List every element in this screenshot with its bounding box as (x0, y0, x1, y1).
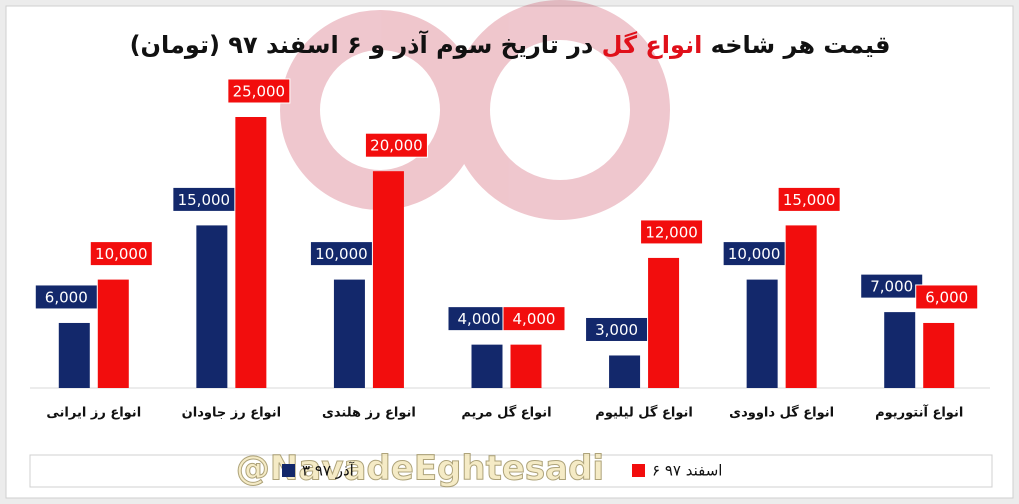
value-label-box (640, 219, 704, 245)
legend-swatch (282, 464, 295, 477)
title-part: در تاریخ سوم آذر و ۶ اسفند ۹۷ (تومان) (130, 30, 602, 59)
legend-label: ۳ آذر ۹۷ (302, 462, 355, 480)
bar (235, 117, 267, 388)
bar (196, 225, 228, 388)
bar (510, 344, 542, 388)
bar (609, 355, 641, 388)
value-label-box (447, 306, 511, 332)
bar (923, 322, 955, 388)
bar (884, 312, 916, 388)
value-label-box (585, 316, 649, 342)
bar (372, 171, 404, 388)
x-tick-label: انواع گل لیلیوم (595, 405, 693, 421)
bar (471, 344, 503, 388)
value-label-box (309, 241, 373, 267)
value-label: 4,000 (513, 310, 556, 328)
bar (648, 257, 680, 388)
x-tick-label: انواع گل مریم (461, 405, 551, 421)
value-label: 10,000 (95, 245, 148, 263)
value-label: 25,000 (233, 83, 286, 101)
bar (97, 279, 129, 388)
x-tick-label: انواع رز جاودان (182, 406, 281, 421)
legend-box (29, 454, 993, 488)
bar (785, 225, 817, 388)
value-label-box (89, 241, 153, 267)
legend-swatch (632, 464, 645, 477)
x-tick-label: انواع رز هلندی (322, 406, 416, 421)
value-label-box (34, 284, 98, 310)
value-label-box (915, 284, 979, 310)
value-label: 6,000 (45, 288, 88, 306)
bar (746, 279, 778, 388)
value-label-box (777, 186, 841, 212)
value-label-box (172, 186, 236, 212)
value-label: 20,000 (370, 137, 423, 155)
x-tick-label: انواع رز ایرانی (46, 406, 141, 421)
value-label: 6,000 (925, 288, 968, 306)
value-label: 10,000 (728, 245, 781, 263)
value-label: 15,000 (783, 191, 836, 209)
title-highlight: انواع گل (602, 31, 703, 59)
watermark: @NavadeEghtesadi (236, 449, 604, 489)
chart-title: قیمت هر شاخه انواع گل در تاریخ سوم آذر و… (130, 30, 891, 59)
value-label-box (860, 273, 924, 299)
title-part: قیمت هر شاخه (702, 31, 890, 59)
value-label-box (364, 132, 428, 158)
bar (333, 279, 365, 388)
value-label: 10,000 (315, 245, 368, 263)
x-tick-label: انواع گل داوودی (729, 405, 834, 421)
bar (58, 322, 90, 388)
value-label: 15,000 (178, 191, 231, 209)
value-label: 4,000 (458, 310, 501, 328)
value-label-box (227, 78, 291, 104)
x-tick-label: انواع آنتوریوم (875, 404, 963, 421)
value-label-box (502, 306, 566, 332)
legend-label: ۶ اسفند ۹۷ (652, 462, 722, 480)
chart-frame (5, 5, 1014, 499)
value-label: 3,000 (595, 321, 638, 339)
value-label: 12,000 (645, 223, 698, 241)
value-label: 7,000 (870, 278, 913, 296)
value-label-box (722, 241, 786, 267)
